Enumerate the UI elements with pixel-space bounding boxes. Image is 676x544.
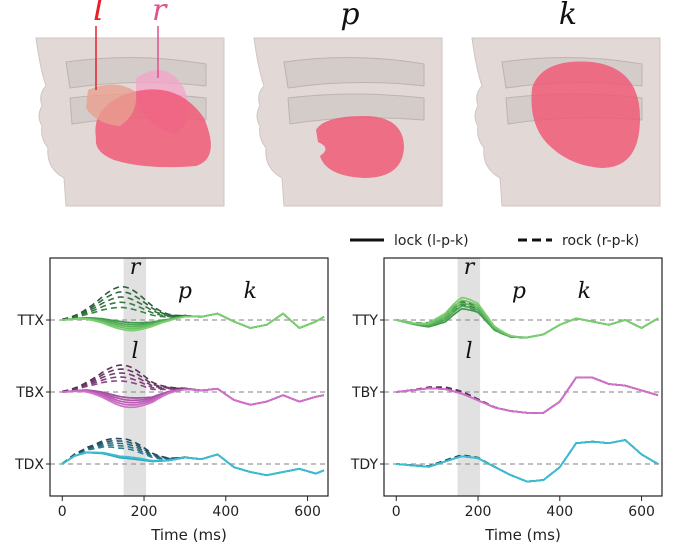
line-lock-TBY-4 (396, 376, 659, 414)
line-rock-TBY-2 (396, 376, 659, 414)
axes-frame (383, 257, 663, 497)
chart-right: TTY TBY TDY r p k l 0 200 400 600 Time (ms) (350, 255, 663, 544)
line-rock-TDY-4 (396, 439, 659, 483)
legend-dashed-label: rock (r-p-k) (562, 233, 639, 249)
xtick-label-0: 0 (392, 504, 401, 520)
line-rock-TBX-1 (62, 376, 325, 406)
xtick-label-600: 600 (294, 504, 321, 520)
tongue-shape (316, 116, 404, 178)
x-axis-label: Time (ms) (484, 526, 561, 544)
xtick-label-200: 200 (131, 504, 158, 520)
series-TTX: TTX (17, 285, 328, 332)
phoneme-label-l: l (132, 339, 139, 364)
row-label-TBY: TBY (351, 385, 378, 401)
tongue-shape (531, 61, 640, 168)
highlight-span (457, 258, 481, 496)
x-axis-label: Time (ms) (150, 526, 227, 544)
line-lock-TDY-0 (396, 439, 659, 483)
series-TBX: TBX (15, 364, 328, 409)
series-TTY: TTY (352, 296, 662, 339)
phoneme-label-k: k (578, 279, 591, 304)
xtick-label-600: 600 (628, 504, 655, 520)
line-rock-TDY-0 (396, 439, 659, 483)
line-lock-TDY-3 (396, 439, 659, 483)
series-TBY: TBY (351, 376, 662, 414)
tongue-l-shape (86, 84, 137, 126)
lower-teeth (287, 93, 425, 125)
line-rock-TDY-1 (396, 439, 659, 483)
xtick-label-200: 200 (465, 504, 492, 520)
line-lock-TBY-1 (396, 376, 659, 414)
line-rock-TTX-1 (62, 301, 325, 329)
phoneme-label-p: p (178, 279, 192, 304)
phoneme-label-p: p (512, 279, 526, 304)
line-rock-TBY-0 (396, 376, 659, 414)
line-rock-TDY-3 (396, 439, 659, 483)
illustration-label-r: r (152, 0, 168, 28)
charts: TTX TBX TDX r p k l 0 200 400 600 Time (ms) TTY TBY TD… (14, 255, 663, 544)
line-lock-TDY-1 (396, 439, 659, 483)
line-rock-TBX-4 (62, 364, 325, 406)
xtick-label-400: 400 (546, 504, 573, 520)
highlight-span (123, 258, 147, 496)
line-lock-TDY-2 (396, 439, 659, 483)
row-label-TBX: TBX (15, 385, 44, 401)
illustration-panel-k: k (471, 0, 661, 207)
legend: lock (l-p-k) rock (r-p-k) (350, 233, 639, 249)
xtick-label-400: 400 (212, 504, 239, 520)
line-rock-TDY-2 (396, 439, 659, 483)
line-lock-TBY-2 (396, 376, 659, 414)
line-lock-TBY-3 (396, 376, 659, 414)
phoneme-label-l: l (466, 339, 473, 364)
line-rock-TTX-0 (62, 306, 325, 329)
axes-frame (49, 257, 329, 497)
series-TDY: TDY (350, 439, 662, 483)
xtick-label-0: 0 (58, 504, 67, 520)
series-TDX: TDX (14, 437, 328, 477)
line-lock-TBY-0 (396, 376, 659, 414)
line-rock-TBY-4 (396, 376, 659, 414)
phoneme-label-r: r (130, 255, 142, 280)
line-lock-TDY-4 (396, 439, 659, 483)
illustration-label-p: p (340, 0, 359, 32)
line-rock-TBX-3 (62, 368, 325, 406)
line-lock-TBX-4 (62, 387, 325, 409)
legend-solid-label: lock (l-p-k) (394, 233, 469, 249)
chart-left: TTX TBX TDX r p k l 0 200 400 600 Time (ms) (14, 255, 329, 544)
row-label-TTX: TTX (17, 313, 45, 329)
line-lock-TDX-4 (61, 451, 325, 477)
line-lock-TTX-4 (62, 312, 325, 332)
row-label-TDX: TDX (14, 457, 44, 473)
phoneme-label-k: k (244, 279, 257, 304)
line-rock-TBY-1 (396, 376, 659, 414)
row-label-TDY: TDY (350, 457, 379, 473)
line-rock-TDX-1 (61, 444, 325, 477)
illustration-label-l: l (93, 0, 104, 29)
illustration-label-k: k (559, 0, 577, 32)
row-label-TTY: TTY (352, 313, 379, 329)
phoneme-label-r: r (464, 255, 476, 280)
illustration-panel-p: p (253, 0, 443, 207)
line-rock-TBY-3 (396, 376, 659, 414)
upper-teeth (283, 56, 425, 89)
line-lock-TTY-4 (396, 296, 659, 339)
